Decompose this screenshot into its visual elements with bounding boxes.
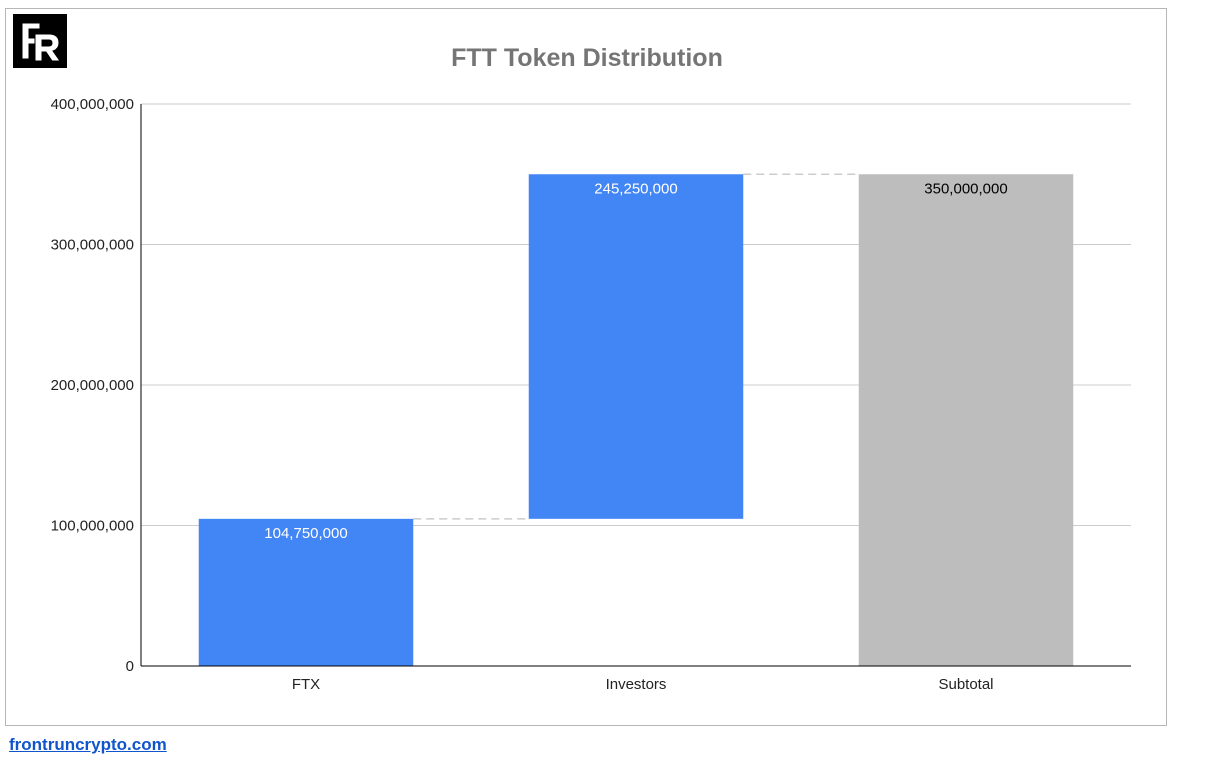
- bar-ftx: [198, 518, 414, 666]
- y-tick-label: 100,000,000: [51, 518, 134, 535]
- bar-subtotal: [858, 174, 1074, 666]
- labels: 0 100,000,000 200,000,000 300,000,000 400,00…: [51, 96, 1008, 693]
- data-label: 104,750,000: [264, 525, 347, 542]
- footer-website-link[interactable]: frontruncrypto.com: [9, 735, 167, 754]
- frontruncrypto-logo: [13, 14, 67, 68]
- x-tick-label: FTX: [292, 676, 320, 693]
- data-label: 245,250,000: [594, 180, 677, 197]
- bar-investors: [528, 174, 744, 519]
- y-tick-label: 0: [126, 658, 134, 675]
- axes: [140, 104, 1131, 667]
- data-label: 350,000,000: [924, 180, 1007, 197]
- y-tick-label: 300,000,000: [51, 237, 134, 254]
- chart-title: FTT Token Distribution: [451, 44, 723, 72]
- x-tick-label: Investors: [606, 676, 667, 693]
- connector-lines: [413, 173, 859, 520]
- y-tick-label: 200,000,000: [51, 377, 134, 394]
- logo-mark: [21, 22, 61, 62]
- bars: [198, 174, 1074, 666]
- y-tick-label: 400,000,000: [51, 96, 134, 113]
- x-tick-label: Subtotal: [938, 676, 993, 693]
